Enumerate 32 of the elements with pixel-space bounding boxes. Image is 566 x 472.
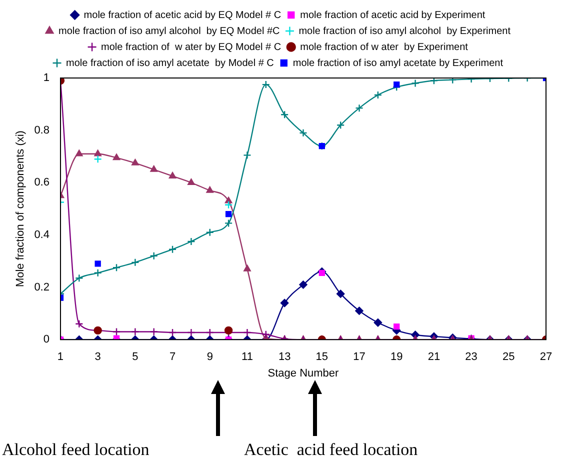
x-tick-label: 11 (242, 351, 253, 364)
legend-label: mole fraction of acetic acid by EQ Model # C (84, 10, 282, 21)
legend-label: mole fraction of iso amyl alcohol by Experiment (298, 26, 511, 37)
x-tick-label: 9 (206, 351, 213, 364)
y-tick-label: 0 (43, 334, 50, 346)
x-tick-label: 27 (540, 351, 552, 364)
y-axis-title: Mole fraction of components (xi) (14, 130, 27, 288)
legend-label: mole fraction of iso amyl alcohol by EQ Model #C (58, 26, 280, 37)
x-tick-label: 17 (353, 351, 366, 364)
y-tick-label: 0.4 (34, 228, 50, 241)
x-tick-label: 21 (428, 351, 440, 364)
x-tick-label: 25 (502, 351, 515, 364)
x-tick-label: 7 (169, 351, 176, 364)
x-tick-label: 3 (94, 351, 101, 364)
legend-label: mole fraction of w ater by EQ Model # C (101, 42, 282, 53)
legend-label: mole fraction of iso amyl acetate by Model # C (66, 58, 274, 69)
legend-label: mole fraction of acetic acid by Experiment (300, 10, 486, 21)
x-tick-label: 15 (316, 351, 328, 364)
x-tick-label: 13 (278, 351, 291, 364)
y-tick-label: 1 (43, 72, 50, 84)
legend-label: mole fraction of iso amyl acetate by Experiment (292, 58, 504, 69)
x-tick-label: 5 (132, 351, 138, 364)
x-axis-title: Stage Number (268, 367, 340, 380)
y-tick-label: 0.8 (34, 124, 50, 136)
x-tick-label: 1 (57, 351, 64, 364)
y-tick-label: 0.6 (34, 176, 50, 189)
legend-label: mole fraction of w ater by Experiment (300, 42, 468, 53)
x-tick-label: 19 (390, 351, 403, 364)
y-tick-label: 0.2 (34, 281, 50, 294)
text: Acetic acid feed location (244, 440, 418, 460)
x-tick-label: 23 (465, 351, 478, 364)
text: Alcohol feed location (2, 440, 150, 460)
